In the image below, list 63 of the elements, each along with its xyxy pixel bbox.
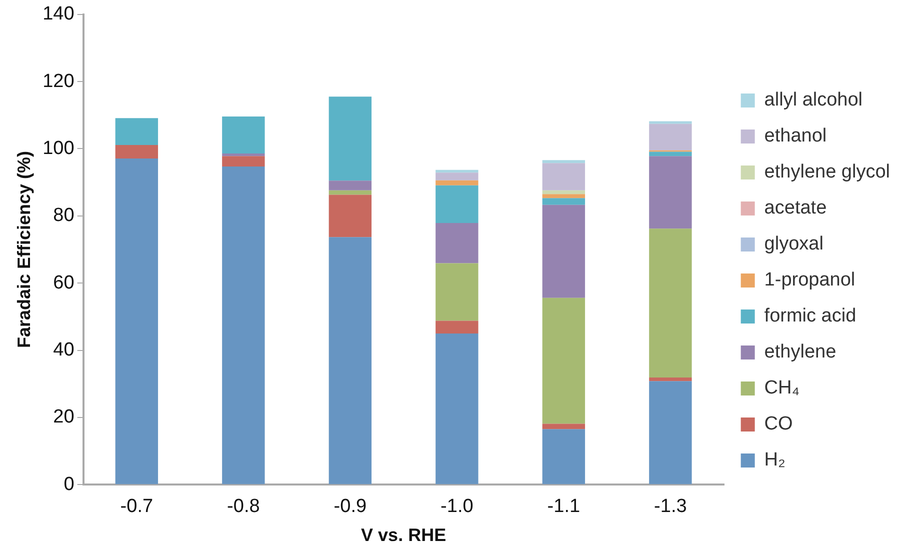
bar <box>328 180 372 190</box>
y-axis-title: Faradaic Efficiency (%) <box>14 150 34 348</box>
bar <box>222 153 265 156</box>
bar <box>542 198 586 205</box>
legend-label: H₂ <box>764 450 786 471</box>
bar <box>542 424 586 430</box>
x-tick-label: -0.8 <box>227 496 260 518</box>
bar <box>328 190 372 195</box>
bar <box>649 156 692 229</box>
bar <box>542 160 586 164</box>
bar <box>649 124 692 150</box>
legend-label: ethanol <box>764 126 827 147</box>
bar <box>436 263 478 321</box>
bar <box>649 152 692 156</box>
bar <box>542 190 586 194</box>
bar <box>436 180 478 186</box>
legend-label: glyoxal <box>764 234 824 255</box>
bar <box>436 222 478 264</box>
bar <box>542 204 586 298</box>
bar <box>649 121 692 124</box>
bar <box>542 429 586 484</box>
bar <box>542 298 586 424</box>
legend-label: 1-propanol <box>764 270 856 291</box>
legend-label: allyl alcohol <box>764 90 863 111</box>
y-tick-label: 100 <box>42 138 74 159</box>
x-tick-label: -1.0 <box>440 496 474 518</box>
legend-label: CH₄ <box>764 378 800 399</box>
legend-label: formic acid <box>764 306 856 327</box>
bar <box>649 228 692 378</box>
bar <box>328 194 372 238</box>
y-tick-label: 80 <box>53 205 74 226</box>
x-tick-label: -1.3 <box>654 496 687 518</box>
y-tick-label: 20 <box>53 406 74 428</box>
x-tick-label: -0.9 <box>334 496 367 518</box>
bar <box>328 96 372 181</box>
bar <box>649 381 692 484</box>
x-axis-title: V vs. RHE <box>361 525 446 546</box>
bar <box>436 185 478 223</box>
x-tick-label: -0.7 <box>120 496 154 518</box>
bar <box>649 377 692 382</box>
bar <box>115 145 158 158</box>
bar <box>115 118 158 146</box>
bar <box>542 163 586 190</box>
bar <box>436 170 478 173</box>
bar <box>436 172 478 180</box>
y-tick-label: 40 <box>53 339 74 360</box>
bar <box>328 237 372 484</box>
bar <box>436 320 478 334</box>
y-tick-label: 0 <box>64 474 74 495</box>
y-tick-label: 120 <box>42 70 74 92</box>
y-tick-label: 60 <box>53 272 74 294</box>
x-tick-label: -1.1 <box>547 496 580 518</box>
bar <box>542 194 586 198</box>
legend-label: CO <box>764 414 793 435</box>
bar <box>436 333 478 484</box>
bar <box>222 116 265 154</box>
y-tick-label: 140 <box>42 4 74 25</box>
legend-label: ethylene <box>764 342 836 363</box>
bar <box>222 166 265 484</box>
bar <box>115 158 158 484</box>
legend-label: ethylene glycol <box>764 162 890 183</box>
legend-label: acetate <box>764 198 827 219</box>
bar <box>222 156 265 167</box>
